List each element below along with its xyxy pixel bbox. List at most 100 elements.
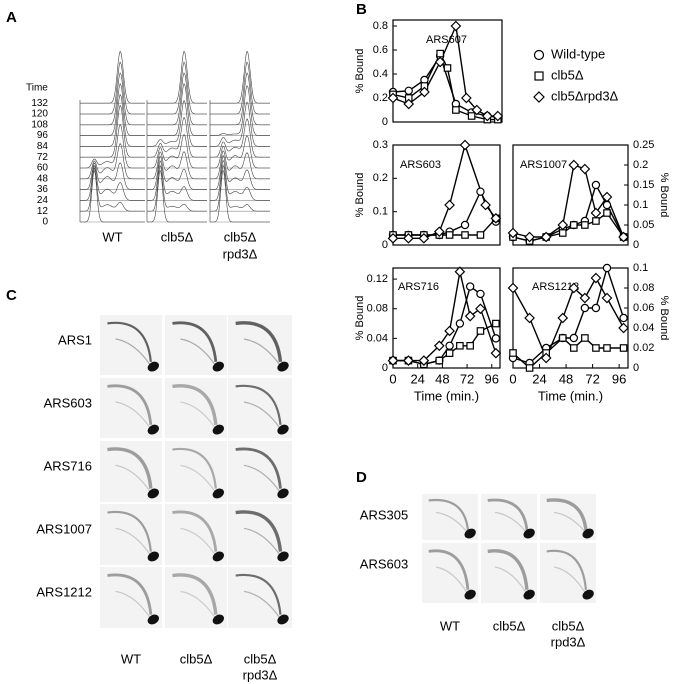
row-label: ARS716 [44,458,92,473]
gel-spot [147,424,159,435]
y-tick-label: 0.02 [633,342,654,354]
y-tick-label: 0.2 [373,172,388,184]
histogram-trace [147,133,207,169]
time-tick-label: 48 [37,173,49,184]
histogram-trace [147,151,207,180]
y-tick-label: 0.06 [633,302,654,314]
gel-spot [212,614,224,625]
data-point [467,112,476,120]
y-tick-label: 0.6 [373,44,388,56]
data-point [476,187,485,196]
histogram-trace [147,164,207,212]
time-label: Time [26,83,48,94]
gel-arc [546,498,588,531]
column-label: rpd3Δ [551,634,586,649]
y-tick-label: 0.4 [373,68,388,80]
data-point [445,341,454,350]
data-point [603,344,611,352]
data-point [460,220,470,230]
time-tick-label: 84 [37,141,49,152]
histogram-trace [147,61,207,115]
histogram-trace [210,118,270,158]
row-label: ARS1007 [36,521,92,536]
y-tick-label: 0 [382,116,388,128]
histogram-trace [210,72,270,126]
data-point [466,341,474,350]
y-tick-label: 0.08 [367,303,388,315]
y-tick-label: 0.12 [367,273,388,285]
gel-arc [107,384,153,425]
data-point [433,226,445,238]
column-label: rpd3Δ [223,246,258,261]
data-point [491,334,501,343]
data-point [602,263,612,273]
x-axis-label: Time (min.) [414,388,479,403]
histogram-trace [80,104,145,158]
panel-label: A [6,9,17,26]
data-point [445,349,454,357]
histogram-trace [210,159,270,201]
time-tick-label: 0 [42,217,48,228]
time-tick-label: 132 [31,98,48,109]
time-tick-label: 108 [31,119,48,130]
gel-arc [243,464,280,492]
row-label: ARS603 [44,395,92,410]
time-tick-label: 96 [37,130,49,141]
legend-label: clb5Δ [551,67,584,82]
gel-arc [235,384,282,425]
histogram-trace [147,116,207,158]
legend-marker [533,91,545,103]
x-tick-label: 72 [460,371,474,386]
plot-frame [392,267,501,369]
data-point [590,272,602,284]
data-point [445,231,454,239]
data-point [507,227,519,239]
histogram-trace [210,150,270,180]
data-point [570,344,578,352]
data-point [579,163,591,175]
row-label: ARS603 [360,556,408,571]
histogram-trace [147,50,207,104]
legend-marker [533,49,545,61]
gel-arc [115,401,151,428]
gel-arc [172,321,218,362]
data-point [403,98,415,110]
data-point [387,232,399,244]
column-label: clb5Δ [552,618,585,633]
chart-title: ARS716 [398,281,439,293]
gel-arc [172,384,218,425]
data-point [403,232,414,244]
data-point [492,110,504,122]
gel-spot [147,551,159,562]
data-point [492,319,500,328]
data-point [418,232,430,244]
gel-spot [277,424,289,435]
row-label: ARS1 [58,332,92,347]
time-tick-label: 72 [37,152,49,163]
histogram-trace [80,166,145,212]
histogram-trace [210,169,270,223]
y-axis-label: % Bound [354,296,366,341]
histogram-trace [210,135,270,169]
data-point [557,219,569,231]
y-axis-label: % Bound [354,173,366,218]
gel-arc [243,401,280,428]
gel-arc [180,338,216,365]
data-point [601,191,613,203]
histogram-trace [147,99,207,147]
data-point [403,355,414,366]
data-point [461,231,469,239]
gel-arc [553,511,586,533]
data-point [444,325,455,337]
gel-spot [277,614,289,625]
y-axis-label: % Bound [354,49,366,94]
gel-arc [494,566,527,593]
data-point [471,104,483,116]
histogram-trace [80,72,145,126]
histogram-trace [147,82,207,136]
gel-arc [487,498,529,531]
data-point [507,282,519,294]
y-tick-label: 0.2 [633,159,648,171]
histogram-trace [80,50,145,104]
data-point [525,364,534,372]
